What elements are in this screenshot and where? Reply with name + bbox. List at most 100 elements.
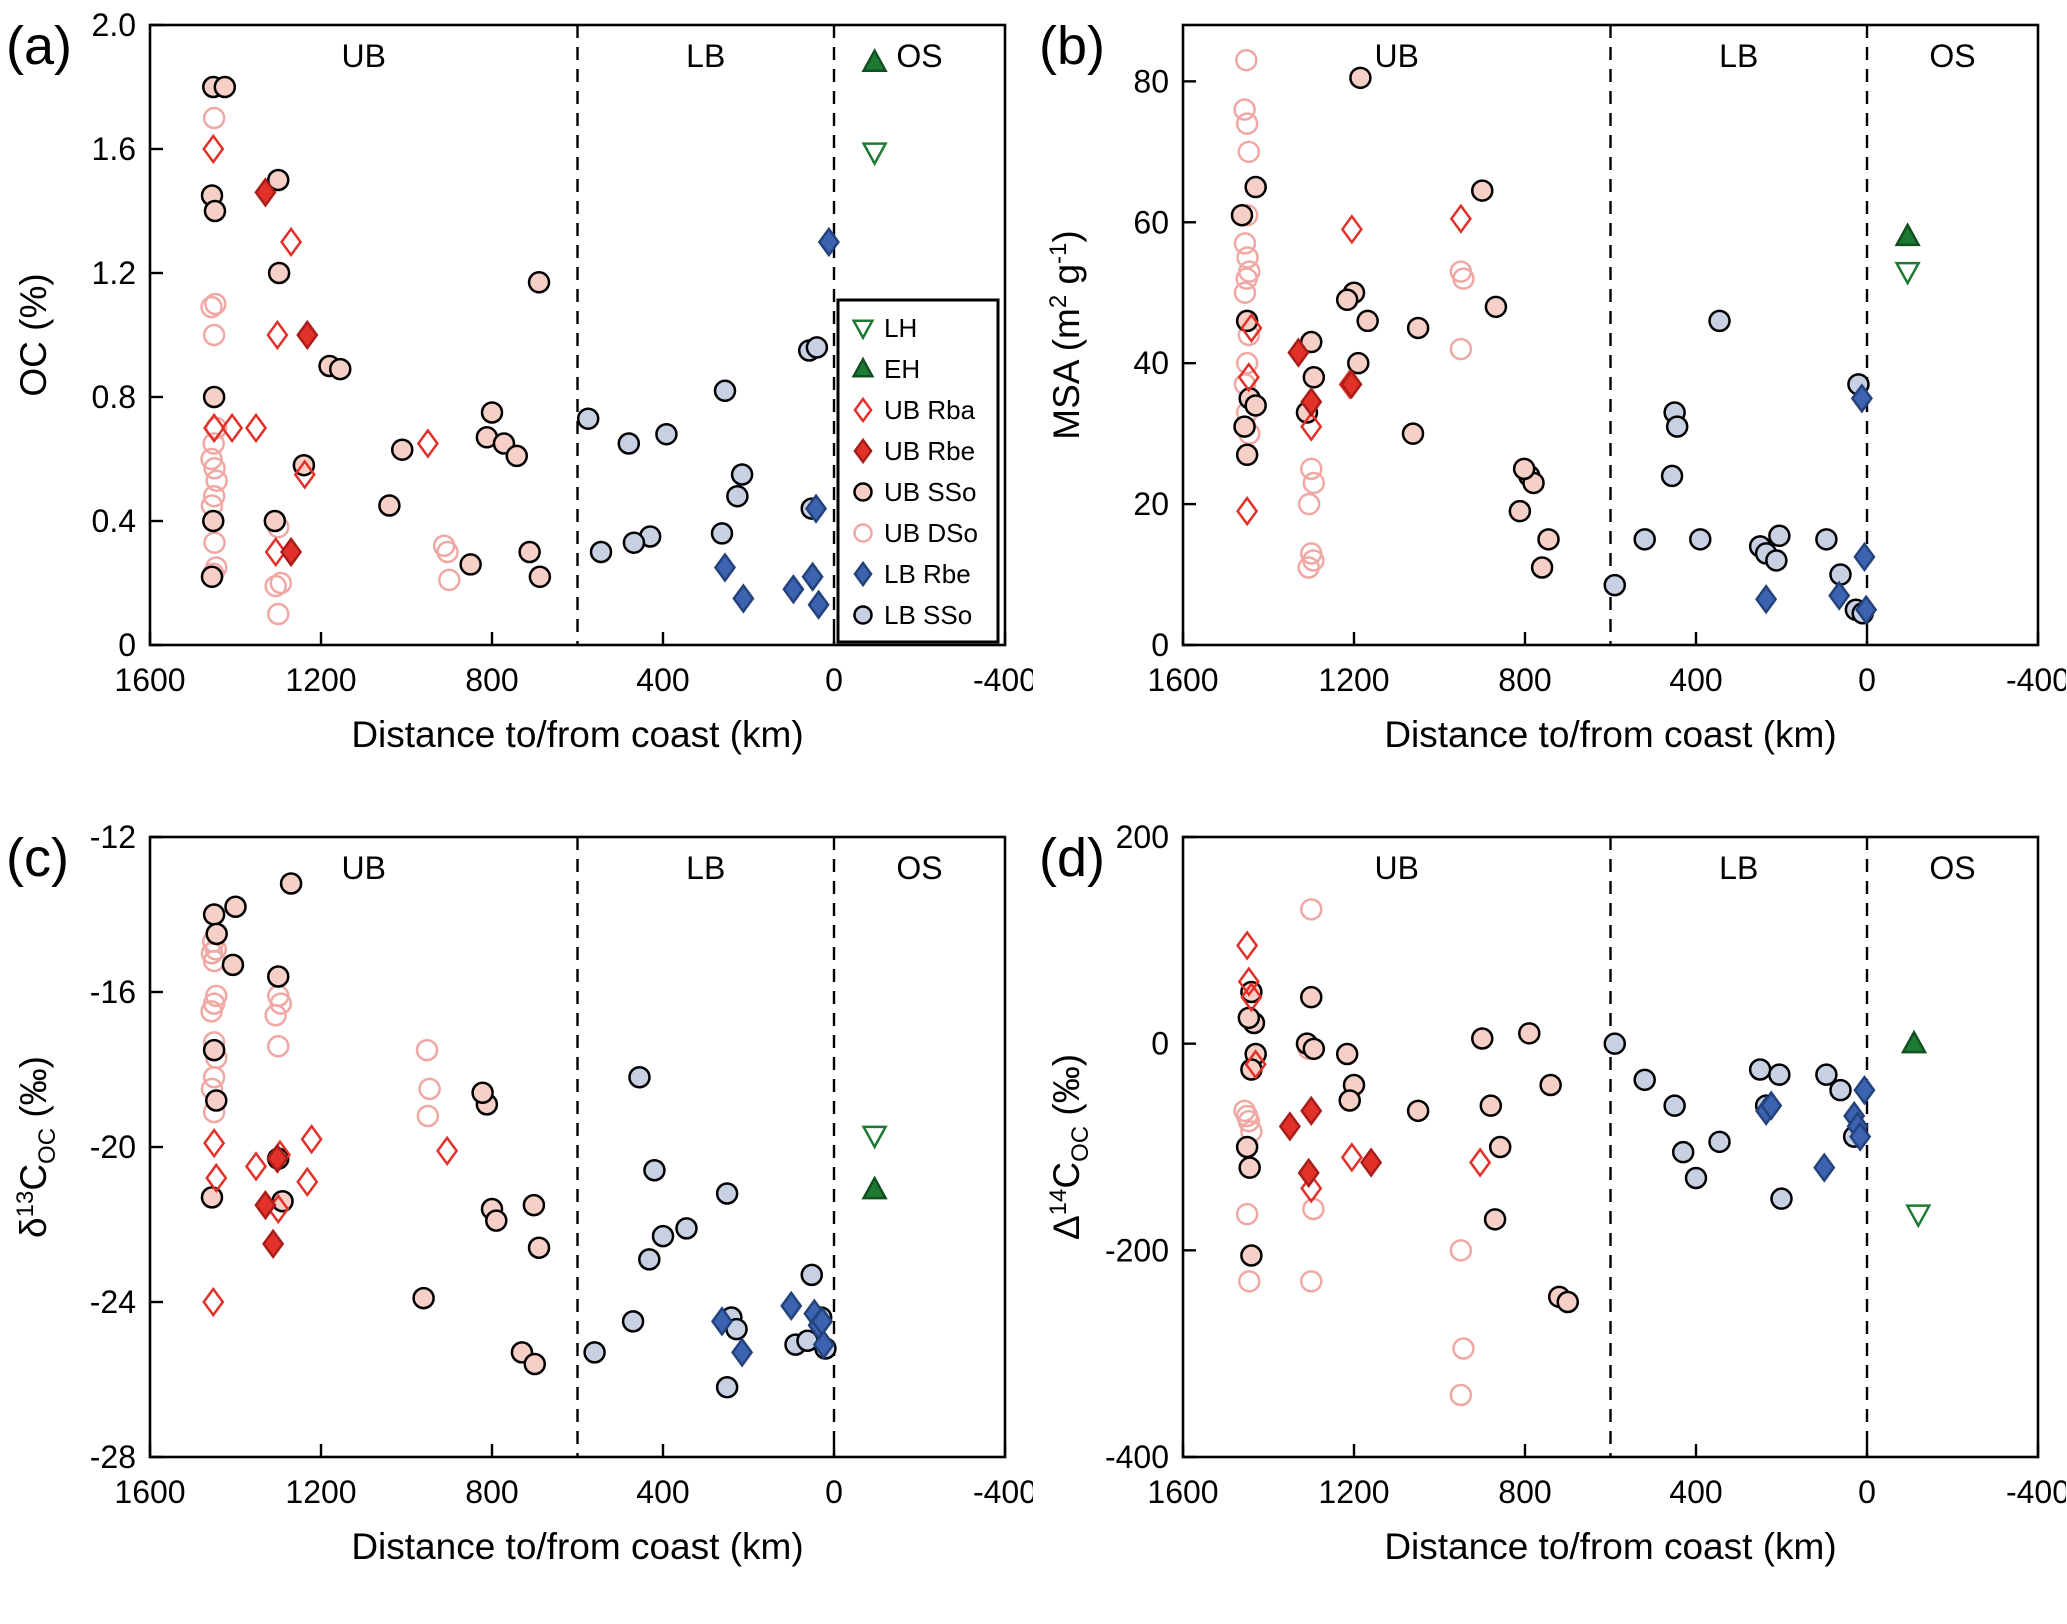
data-point [264,1004,287,1027]
data-point [527,271,551,294]
data-point [1360,1147,1383,1178]
data-point [1483,1208,1507,1231]
x-tick-label: 400 [1669,1474,1722,1510]
data-point [221,412,244,444]
y-axis-title: Δ14COC (‰) [1045,1054,1094,1240]
data-point [1235,1202,1259,1226]
data-point [1603,1032,1627,1055]
data-point [622,531,646,554]
legend-box [836,298,1000,644]
data-point [710,1306,734,1337]
y-tick-label: -28 [90,1439,136,1475]
data-point [1765,549,1788,572]
legend-label: LB Rbe [884,559,971,589]
data-point [853,523,873,543]
x-tick-label: 1200 [1318,662,1389,698]
x-tick-label: 800 [1498,662,1551,698]
data-point [805,336,829,359]
series-LH [1894,261,1921,286]
data-point [1349,66,1372,90]
data-point [296,319,319,351]
data-point [817,226,840,258]
series-LB-SSo [1603,309,1874,625]
data-point [1233,415,1256,438]
y-tick-label: 0.8 [92,379,136,415]
panel-a: 1600 1200 800 400 0 -400 0 0.4 0.8 1.2 1.6 2.0 UB LB O… [0,0,1033,812]
data-point [1406,316,1430,340]
data-point [1760,1090,1783,1121]
data-point [1237,1006,1261,1030]
data-point [1340,214,1363,245]
data-point [853,560,873,588]
data-point [1233,98,1256,121]
data-point [1471,179,1494,202]
data-point [1278,1111,1301,1142]
data-point [1300,898,1323,921]
series-LH [861,1125,888,1150]
y-axis: -28 -24 -20 -16 -12 [90,819,163,1475]
data-point [1300,386,1323,418]
data-point [1853,1075,1876,1106]
series-EH [1900,1029,1928,1054]
data-point [267,1035,290,1058]
series-UB-SSo [1235,980,1579,1314]
y-tick-label: 1.6 [92,131,136,167]
data-point [267,602,290,626]
data-point [1849,1121,1872,1152]
data-point [1633,528,1656,551]
data-point [1244,175,1267,199]
data-point [1815,528,1838,551]
data-point [202,1066,226,1089]
y-tick-label: 80 [1133,63,1169,99]
x-tick-label: 0 [825,1474,843,1510]
x-axis: 1600 1200 800 400 0 -400 [114,1444,1033,1510]
data-point [1335,1042,1359,1066]
data-point [480,401,504,424]
legend-label: UB Rbe [884,436,975,466]
data-point [202,509,225,533]
data-point [202,1286,225,1318]
y-tick-label: 0 [1151,627,1169,663]
data-point [861,142,888,167]
series-UB-Rbe [1287,337,1363,418]
data-point [1755,584,1778,615]
data-point [1768,1063,1791,1086]
data-point [1240,1244,1263,1267]
y-tick-label: -400 [1105,1439,1169,1475]
data-point [378,494,401,517]
data-point [1708,1130,1731,1154]
data-point [1236,496,1259,527]
data-point [221,953,245,977]
data-point [851,319,875,341]
data-point [713,379,737,403]
data-point [710,522,734,545]
legend-label: UB Rba [884,395,976,425]
data-point [1479,1094,1503,1117]
data-point [713,552,737,583]
x-tick-label: 400 [636,662,689,698]
data-point [485,1209,508,1232]
series-UB-Rbe [1278,1095,1383,1188]
legend-label: LH [884,313,917,343]
data-point [266,319,289,351]
data-point [1287,337,1310,368]
data-point [200,447,223,471]
legend-label: UB SSo [884,477,977,507]
data-point [438,568,461,592]
data-point [1449,1239,1473,1262]
data-point [269,571,293,595]
series-EH [861,48,888,72]
data-point [202,106,226,130]
y-axis-title: MSA (m2 g-1) [1045,230,1087,439]
series-LH [861,142,888,167]
data-point [1302,471,1326,495]
data-point [1855,594,1878,625]
data-point [801,561,824,592]
data-point [263,509,287,533]
data-point [800,1263,824,1287]
data-point [518,540,541,564]
data-point [1235,443,1259,467]
x-axis: 1600 1200 800 400 0 -400 [114,632,1033,698]
x-tick-label: 0 [1858,1474,1876,1510]
